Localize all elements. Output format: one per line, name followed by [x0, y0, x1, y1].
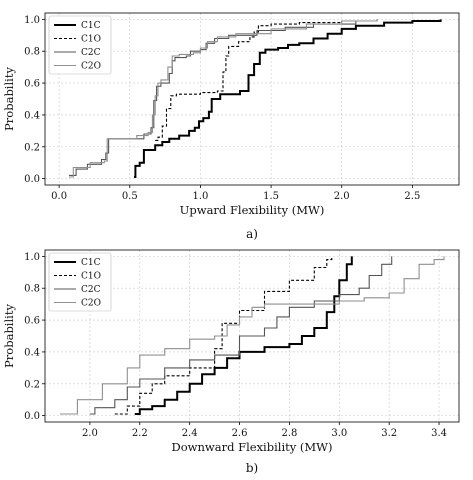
y-axis-label: Probability: [2, 67, 16, 131]
series-line-c2c: [69, 19, 378, 176]
x-tick-label: 1.5: [263, 191, 279, 202]
chart-downward-flexibility: 2.0 2.2 2.4 2.6 2.8 3.0 3.2 3.4 0.0 0.2 0.4 0.6 0.8…: [2, 249, 460, 475]
x-tick-label: 3.4: [431, 428, 447, 439]
y-tick-label: 1.0: [24, 15, 40, 26]
y-tick-label: 0.6: [24, 79, 40, 90]
x-tick-labels: 0.0 0.5 1.0 1.5 2.0 2.5: [51, 191, 420, 202]
series-line-c1c: [134, 256, 353, 415]
legend-label-c2o: C2O: [81, 299, 101, 309]
legend-label-c2c: C2C: [81, 285, 101, 295]
y-tick-label: 0.0: [24, 411, 40, 422]
y-tick-label: 0.4: [24, 347, 40, 358]
plot-frame: [44, 249, 460, 423]
x-tick-label: 2.6: [232, 428, 248, 439]
y-tick-label: 0.2: [24, 142, 40, 153]
series-line-c1o: [155, 19, 378, 141]
y-tick-label: 0.6: [24, 316, 40, 327]
x-tick-label: 1.0: [192, 191, 208, 202]
x-tick-labels: 2.0 2.2 2.4 2.6 2.8 3.0 3.2 3.4: [82, 428, 447, 439]
series-line-c1c: [134, 19, 442, 178]
x-tick-label: 2.2: [132, 428, 148, 439]
y-axis-label: Probability: [2, 304, 16, 368]
y-tick-label: 0.8: [24, 47, 40, 58]
x-tick-label: 0.0: [51, 191, 67, 202]
legend-box: [48, 252, 112, 312]
y-tick-labels: 0.0 0.2 0.4 0.6 0.8 1.0: [24, 252, 40, 422]
x-tick-label: 0.5: [122, 191, 138, 202]
x-tick-label: 3.0: [331, 428, 347, 439]
x-axis-label: Downward Flexibility (MW): [172, 440, 333, 454]
y-tick-labels: 0.0 0.2 0.4 0.6 0.8 1.0: [24, 15, 40, 185]
legend-label-c1c: C1C: [81, 258, 101, 268]
y-tick-label: 0.0: [24, 174, 40, 185]
legend-label-c2c: C2C: [81, 48, 101, 58]
series-lines: [60, 256, 445, 415]
legend-label-c2o: C2O: [81, 62, 101, 72]
legend-label-c1o: C1O: [81, 272, 101, 282]
x-tick-label: 2.0: [82, 428, 98, 439]
x-tick-label: 3.2: [381, 428, 397, 439]
plot-frame: [44, 12, 460, 186]
series-line-c2o: [69, 19, 378, 178]
y-tick-label: 0.4: [24, 110, 40, 121]
x-tick-label: 2.4: [182, 428, 198, 439]
legend: C1C C1O C2C C2O: [48, 252, 112, 312]
grid-lines: [42, 13, 459, 188]
legend-label-c1o: C1O: [81, 35, 101, 45]
legend-label-c1c: C1C: [81, 21, 101, 31]
x-tick-label: 2.5: [404, 191, 420, 202]
series-lines: [69, 19, 442, 178]
x-axis-label: Upward Flexibility (MW): [180, 203, 325, 217]
y-tick-label: 0.8: [24, 284, 40, 295]
legend: C1C C1O C2C C2O: [48, 15, 112, 75]
panel-caption: a): [246, 227, 258, 241]
x-tick-label: 2.8: [281, 428, 297, 439]
legend-box: [48, 15, 112, 75]
panel-caption: b): [246, 461, 258, 475]
series-line-c1o: [114, 256, 333, 415]
y-tick-label: 1.0: [24, 252, 40, 263]
chart-upward-flexibility: 0.0 0.5 1.0 1.5 2.0 2.5 0.0 0.2 0.4 0.6 0.8 1.0 Up…: [2, 12, 460, 241]
y-tick-label: 0.2: [24, 379, 40, 390]
series-line-c2c: [89, 256, 393, 415]
series-line-c2o: [60, 256, 445, 415]
x-tick-label: 2.0: [334, 191, 350, 202]
